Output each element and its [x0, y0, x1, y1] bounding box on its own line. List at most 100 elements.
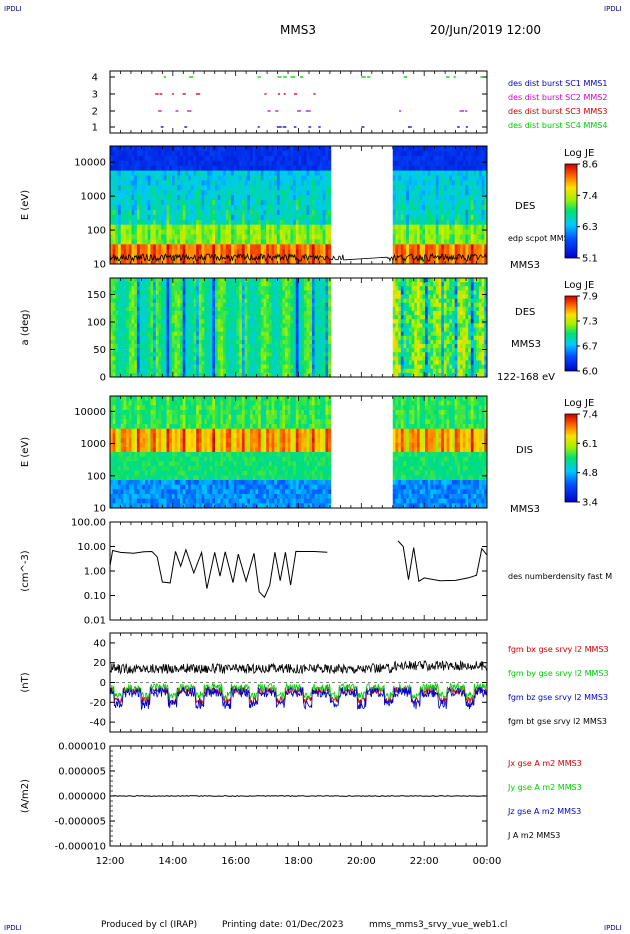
heatmap-cell [481, 170, 485, 176]
heatmap-cell [276, 368, 281, 374]
heatmap-cell [158, 286, 162, 291]
heatmap-cell [112, 190, 116, 196]
heatmap-cell [128, 311, 132, 316]
heatmap-cell [239, 185, 243, 191]
heatmap-cell [139, 150, 143, 157]
heatmap-cell [473, 185, 477, 191]
heatmap-cell [225, 244, 229, 250]
heatmap-cell [233, 323, 237, 328]
heatmap-cell [153, 234, 157, 240]
heatmap-cell [422, 214, 426, 221]
heatmap-cell [185, 360, 189, 366]
heatmap-cell [233, 352, 237, 357]
heatmap-cell [228, 319, 232, 324]
heatmap-cell [112, 364, 116, 370]
heatmap-cell [190, 170, 194, 176]
heatmap-cell [233, 348, 237, 353]
heatmap-cell [136, 249, 141, 255]
heatmap-cell [443, 219, 447, 226]
heatmap-cell [163, 331, 167, 337]
heatmap-cell [118, 160, 122, 167]
heatmap-cell [395, 170, 399, 176]
heatmap-cell [188, 175, 192, 181]
heatmap-cell [241, 368, 246, 374]
heatmap-cell [260, 234, 264, 240]
heatmap-cell [268, 364, 272, 370]
heatmap-cell [416, 209, 421, 216]
heatmap-cell [414, 160, 418, 167]
heatmap-cell [252, 175, 256, 181]
heatmap-cell [250, 278, 254, 283]
heatmap-cell [250, 331, 254, 337]
heatmap-cell [263, 170, 267, 176]
heatmap-cell [228, 219, 232, 226]
heatmap-cell [150, 205, 154, 211]
heatmap-cell [118, 282, 122, 287]
heatmap-cell [233, 229, 237, 235]
heatmap-cell [398, 239, 402, 245]
heatmap-cell [419, 209, 423, 216]
heatmap-cell [400, 224, 404, 230]
heatmap-cell [142, 290, 146, 295]
heatmap-cell [250, 348, 254, 353]
heatmap-cell [174, 229, 178, 235]
heatmap-cell [279, 368, 283, 374]
heatmap-cell [190, 165, 194, 171]
heatmap-cell [110, 254, 114, 260]
heatmap-cell [311, 209, 316, 216]
heatmap-cell [123, 254, 127, 260]
heatmap-cell [258, 214, 262, 221]
heatmap-cell [180, 249, 184, 255]
heatmap-cell [153, 306, 157, 312]
heatmap-cell [465, 229, 469, 235]
heatmap-cell [220, 278, 224, 283]
heatmap-cell [470, 146, 474, 152]
heatmap-cell [206, 254, 211, 260]
heatmap-cell [303, 311, 307, 316]
heatmap-cell [274, 286, 278, 291]
heatmap-cell [193, 311, 197, 316]
heatmap-cell [171, 364, 176, 370]
heatmap-cell [287, 170, 291, 176]
heatmap-cell [177, 348, 181, 353]
heatmap-cell [147, 372, 151, 378]
heatmap-cell [274, 165, 278, 171]
heatmap-cell [252, 190, 256, 196]
heatmap-cell [225, 356, 229, 361]
heatmap-cell [457, 249, 461, 255]
heatmap-cell [328, 190, 332, 196]
heatmap-cell [131, 239, 135, 245]
heatmap-cell [252, 331, 256, 337]
heatmap-cell [263, 319, 267, 324]
heatmap-cell [241, 234, 246, 240]
heatmap-cell [158, 146, 162, 152]
heatmap-cell [430, 170, 434, 176]
heatmap-cell [220, 298, 224, 304]
heatmap-cell [247, 229, 251, 235]
heatmap-cell [271, 205, 275, 211]
heatmap-cell [301, 323, 305, 328]
heatmap-cell [228, 298, 232, 304]
heatmap-cell [287, 200, 291, 206]
heatmap-cell [233, 311, 237, 316]
heatmap-cell [215, 302, 219, 308]
heatmap-cell [408, 209, 412, 216]
heatmap-cell [306, 234, 310, 240]
heatmap-cell [306, 360, 310, 366]
heatmap-cell [177, 368, 181, 374]
heatmap-cell [136, 160, 141, 167]
heatmap-cell [220, 229, 224, 235]
heatmap-cell [484, 239, 488, 245]
heatmap-cell [266, 352, 270, 357]
heatmap-cell [233, 315, 237, 320]
heatmap-cell [153, 315, 157, 320]
heatmap-cell [422, 205, 426, 211]
heatmap-cell [215, 339, 219, 345]
heatmap-cell [153, 335, 157, 341]
heatmap-cell [425, 146, 429, 152]
heatmap-cell [250, 180, 254, 186]
heatmap-cell [163, 352, 167, 357]
heatmap-cell [446, 195, 450, 201]
heatmap-cell [212, 290, 216, 295]
heatmap-cell [301, 229, 305, 235]
